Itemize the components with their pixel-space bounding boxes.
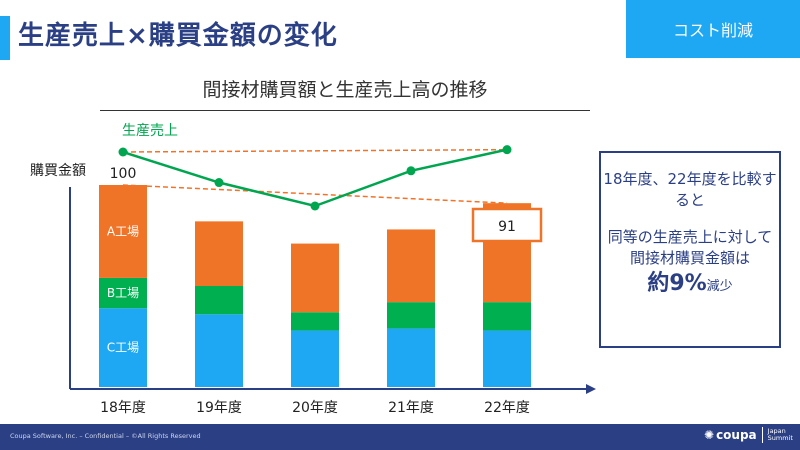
data-label-18: 100 [110,166,137,182]
x-tick-label: 18年度 [100,400,146,416]
line-reference-dashed [122,148,508,153]
bar-segment-B工場 [195,286,243,315]
y-axis-label: 購買金額 [30,163,86,179]
slide-title: 生産売上×購買金額の変化 [18,21,338,51]
summary-box: 18年度、22年度を比較すると 同等の生産売上に対して間接材購買金額は 約9%減… [599,151,781,348]
coupa-logo-icon: ✺ [704,428,715,442]
segment-label: C工場 [107,341,139,355]
chart-title-underline [100,110,590,111]
chart: C工場 B工場 A工場 18年度 19年度 20年度 21年度 22年度 購買金額 生産売上 100… [30,123,596,416]
bar-segment-B工場 [99,277,147,309]
summary-suffix: 減少 [706,279,733,294]
trend-line [122,184,508,204]
logo-subtitle: Japan Summit [768,428,793,442]
logo-sub-2: Summit [767,434,793,442]
bar-segment-A工場 [195,221,243,286]
bar-segment-C工場 [483,330,531,387]
line-series-path [122,148,508,208]
bar-segment-B工場 [291,312,339,331]
line-series-point [310,201,320,211]
bar-segment-C工場 [291,330,339,387]
bar-segment-A工場 [99,185,147,278]
bar-segment-A工場 [291,243,339,313]
footer: Coupa Software, Inc. – Confidential – ©A… [0,424,800,450]
summary-emphasis: 約9% [647,271,707,296]
segment-label: A工場 [107,224,139,238]
line-series-point [406,166,416,176]
bar-segment-A工場 [387,229,435,303]
footer-copyright: Coupa Software, Inc. – Confidential – ©A… [10,432,201,440]
logo-sub-1: Japan [767,427,786,435]
x-axis-arrow-icon [586,384,596,394]
coupa-logo: ✺ coupa Japan Summit [704,427,793,443]
line-series-point [214,178,224,188]
line-series-point [118,147,128,157]
bar-segment-B工場 [483,302,531,331]
summary-result: 約9%減少 [601,269,779,302]
bar-segment-C工場 [387,328,435,387]
chart-title: 間接材購買額と生産売上高の推移 [202,79,488,101]
segment-label: B工場 [107,286,139,300]
category-tag: コスト削減 [626,0,800,58]
x-tick-label: 22年度 [484,400,530,416]
bar-segment-C工場 [99,308,147,387]
x-tick-label: 19年度 [196,400,242,416]
line-series-label: 生産売上 [122,123,178,139]
logo-divider [761,427,763,443]
summary-line-2: 同等の生産売上に対して間接材購買金額は [607,228,773,267]
x-tick-label: 21年度 [388,400,434,416]
bar-segment-B工場 [387,302,435,329]
x-tick-label: 20年度 [292,400,338,416]
title-accent-bar [0,16,10,60]
data-label-box [471,207,543,243]
data-label-22: 91 [498,219,516,235]
bar-segment-C工場 [195,314,243,387]
line-series-point [502,145,512,155]
logo-word: coupa [716,428,757,442]
summary-line-1: 18年度、22年度を比較すると [603,170,777,209]
